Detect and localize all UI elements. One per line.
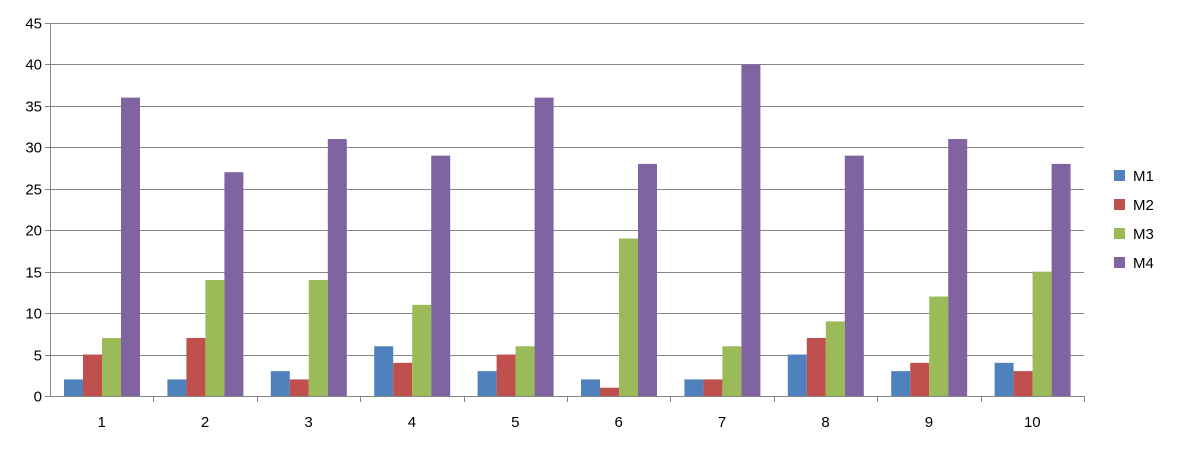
y-tick-label: 35 xyxy=(25,99,42,116)
x-tick-label: 10 xyxy=(1024,414,1041,431)
bar-m3-9 xyxy=(929,296,949,396)
bar-m4-10 xyxy=(1051,163,1071,396)
bar-m3-6 xyxy=(619,238,638,396)
bar-m4-1 xyxy=(121,97,140,396)
x-tick-label: 9 xyxy=(925,414,933,431)
legend-label-m4: M4 xyxy=(1133,255,1154,272)
legend-swatch-m3 xyxy=(1114,228,1125,239)
x-tick-label: 1 xyxy=(98,414,106,431)
x-tick-label: 7 xyxy=(718,414,726,431)
y-tick-label: 20 xyxy=(25,223,42,240)
bar-m2-1 xyxy=(83,354,102,396)
y-tick-label: 5 xyxy=(34,348,42,365)
y-tick-label: 40 xyxy=(25,57,42,74)
x-tick-label: 8 xyxy=(821,414,829,431)
bar-m1-7 xyxy=(684,379,704,396)
bar-m3-5 xyxy=(515,346,535,396)
y-tick-label: 45 xyxy=(25,16,42,33)
bar-m1-5 xyxy=(477,371,497,396)
x-tick-label: 5 xyxy=(511,414,519,431)
legend: M1 M2 M3 M4 xyxy=(1114,168,1154,272)
bar-m1-9 xyxy=(891,371,911,396)
bar-m1-3 xyxy=(270,371,290,396)
bar-m4-8 xyxy=(844,155,864,396)
bar-m1-4 xyxy=(374,346,394,396)
bar-m4-7 xyxy=(741,64,761,396)
legend-swatch-m1 xyxy=(1114,170,1125,181)
y-tick-label: 0 xyxy=(34,389,42,406)
bar-m3-2 xyxy=(205,279,225,396)
bar-m4-5 xyxy=(534,97,554,396)
bar-m2-7 xyxy=(703,379,723,396)
bar-m3-8 xyxy=(825,321,845,396)
y-tick-label: 15 xyxy=(25,265,42,282)
gridlines xyxy=(50,23,1084,356)
y-tick-label: 30 xyxy=(25,140,42,157)
bar-m2-5 xyxy=(496,354,516,396)
bar-m3-7 xyxy=(722,346,742,396)
x-tick-label: 2 xyxy=(201,414,209,431)
x-axis-ticks: 1 2 3 4 5 6 7 8 9 10 xyxy=(98,396,1085,431)
bar-m3-3 xyxy=(308,279,328,396)
bar-m2-4 xyxy=(393,362,413,396)
legend-swatch-m2 xyxy=(1114,199,1125,210)
legend-swatch-m4 xyxy=(1114,257,1125,268)
bar-m1-1 xyxy=(64,379,83,396)
x-tick-label: 4 xyxy=(408,414,416,431)
bars xyxy=(64,64,1071,397)
legend-label-m3: M3 xyxy=(1133,226,1154,243)
legend-label-m2: M2 xyxy=(1133,197,1154,214)
bar-m3-10 xyxy=(1032,271,1052,396)
bar-m1-2 xyxy=(167,379,187,396)
bar-m2-3 xyxy=(289,379,309,396)
bar-m2-2 xyxy=(186,337,206,396)
bar-m2-9 xyxy=(910,362,930,396)
y-tick-label: 25 xyxy=(25,182,42,199)
bar-m2-8 xyxy=(806,337,826,396)
bar-m4-2 xyxy=(224,172,244,396)
bar-m1-6 xyxy=(581,379,600,396)
x-tick-label: 3 xyxy=(304,414,312,431)
bar-m4-9 xyxy=(948,139,968,397)
bar-m4-6 xyxy=(638,163,657,396)
bar-m1-10 xyxy=(994,362,1014,396)
bar-m4-3 xyxy=(327,139,347,397)
bar-m2-6 xyxy=(600,387,619,396)
y-tick-label: 10 xyxy=(25,306,42,323)
bar-m3-1 xyxy=(102,337,121,396)
bar-m3-4 xyxy=(412,304,432,396)
bar-m1-8 xyxy=(787,354,807,396)
bar-m4-4 xyxy=(431,155,451,396)
x-tick-label: 6 xyxy=(615,414,623,431)
y-axis-ticks: 0 5 10 15 20 25 30 35 40 45 xyxy=(25,16,50,406)
legend-label-m1: M1 xyxy=(1133,168,1154,185)
bar-m2-10 xyxy=(1013,371,1033,396)
